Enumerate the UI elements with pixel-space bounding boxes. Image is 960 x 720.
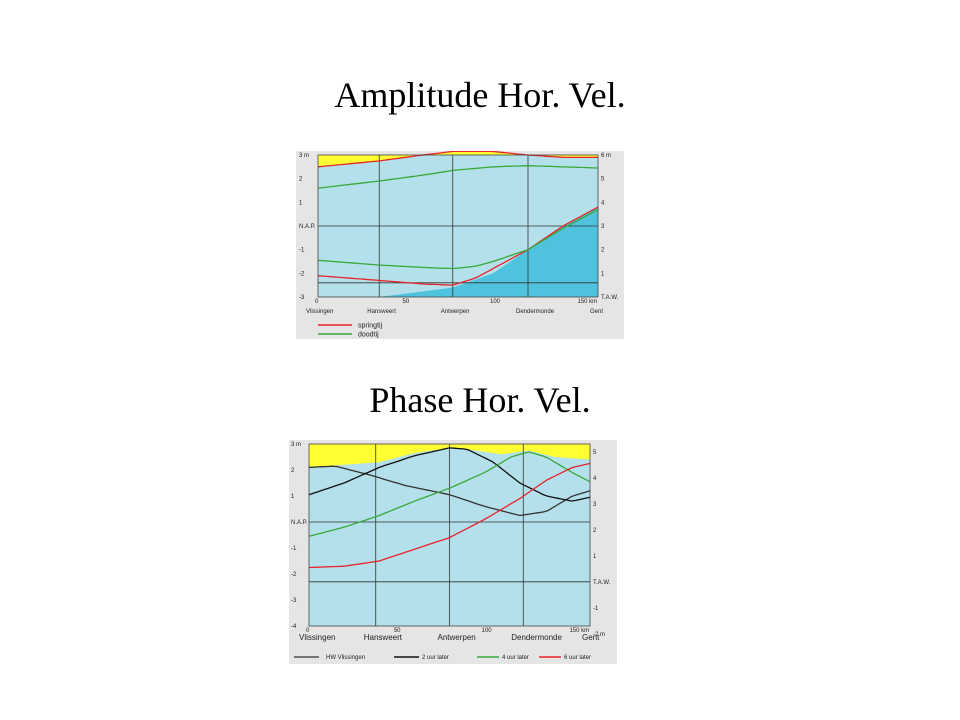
chart1-plot-area <box>317 151 599 298</box>
plot-frame <box>317 154 599 298</box>
amplitude-chart: 3 m 2 1 N.A.P. -1 -2 -3 6 m 5 4 3 2 1 T.A.W. 0 50 100 150… <box>296 151 624 339</box>
right-tick-label: 1 <box>593 554 597 560</box>
right-tick-label: 6 m <box>601 153 611 159</box>
left-tick-label: N.A.P. <box>291 520 308 526</box>
left-tick-label: 1 <box>299 200 303 206</box>
right-tick-label: 3 <box>601 224 605 230</box>
location-label-hansweert: Hansweert <box>367 309 396 315</box>
series-springtij-high <box>317 151 598 168</box>
right-tick-label: T.A.W. <box>601 295 619 301</box>
legend-4-uur-later-label: 4 uur later <box>502 655 529 661</box>
location-label-hansweert: Hansweert <box>364 633 403 642</box>
right-tick-label: 5 <box>593 450 597 456</box>
location-label-gent: Gent <box>582 633 600 642</box>
location-label-vlissingen: Vlissingen <box>306 309 333 315</box>
left-tick-label: -2 <box>291 572 297 578</box>
x-tick-label: 0 <box>306 628 310 634</box>
right-tick-label: 3 <box>593 502 597 508</box>
legend-springtij-label: springtij <box>358 323 383 330</box>
left-tick-label: -3 <box>299 295 305 301</box>
legend-6-uur-later-label: 6 uur later <box>564 655 591 661</box>
location-label-gent: Gent <box>590 309 603 315</box>
x-tick-label: 0 <box>315 299 319 305</box>
chart2-legend: HW Vlissingen 2 uur later 4 uur later 6 … <box>294 655 591 661</box>
plot-frame <box>308 443 591 627</box>
right-tick-label: 5 <box>601 177 605 183</box>
right-tick-label: 2 <box>601 248 605 254</box>
left-tick-label: 3 m <box>291 442 301 448</box>
x-tick-label: 50 <box>403 299 410 305</box>
left-tick-label: 3 m <box>299 153 309 159</box>
right-tick-label: -1 <box>593 606 599 612</box>
location-label-dendermonde: Dendermonde <box>516 309 555 315</box>
right-tick-label: 4 <box>593 476 597 482</box>
legend-hw-vlissingen-label: HW Vlissingen <box>326 655 365 661</box>
left-tick-label: N.A.P. <box>299 224 316 230</box>
slide-title-amplitude: Amplitude Hor. Vel. <box>334 75 626 115</box>
chart1-axes: 3 m 2 1 N.A.P. -1 -2 -3 6 m 5 4 3 2 1 T.A.W. 0 50 100 150… <box>299 153 619 315</box>
right-tick-label: 2 <box>593 528 597 534</box>
left-tick-label: 1 <box>291 494 295 500</box>
legend-2-uur-later-label: 2 uur later <box>422 655 449 661</box>
series-hw-vlissingen-line <box>308 465 591 517</box>
left-tick-label: -3 <box>291 598 297 604</box>
x-tick-label: 50 <box>394 628 401 634</box>
right-tick-label: -2 m <box>593 632 605 638</box>
sky-area <box>309 444 590 468</box>
right-tick-label: 4 <box>601 200 605 206</box>
series-doodtij-high <box>317 165 599 189</box>
series-springtij-low <box>317 206 599 286</box>
right-tick-label: T.A.W. <box>593 580 611 586</box>
legend-doodtij-label: doodtij <box>358 332 379 339</box>
left-tick-label: -1 <box>291 546 297 552</box>
series-4-uur-later-line <box>308 451 591 537</box>
left-tick-label: -1 <box>299 248 305 254</box>
x-tick-label: 150 km <box>578 299 598 305</box>
location-label-vlissingen: Vlissingen <box>299 633 335 642</box>
chart1-legend: springtij doodtij <box>318 323 383 339</box>
left-tick-label: 2 <box>299 177 303 183</box>
left-tick-label: 2 <box>291 468 295 474</box>
series-6-uur-later-line <box>308 462 591 569</box>
left-tick-label: -2 <box>299 271 305 277</box>
series-doodtij-low <box>317 208 599 270</box>
right-tick-label: 1 <box>601 271 605 277</box>
series-2-uur-later-line <box>308 447 591 502</box>
location-label-antwerpen: Antwerpen <box>438 633 476 642</box>
x-tick-label: 150 km <box>569 628 589 634</box>
left-tick-label: -4 <box>291 624 297 630</box>
location-label-dendermonde: Dendermonde <box>511 633 562 642</box>
x-tick-label: 100 <box>482 628 493 634</box>
x-tick-label: 100 <box>490 299 501 305</box>
slide-title-phase: Phase Hor. Vel. <box>369 380 591 420</box>
chart2-plot-area <box>308 443 591 627</box>
location-label-antwerpen: Antwerpen <box>441 309 470 315</box>
